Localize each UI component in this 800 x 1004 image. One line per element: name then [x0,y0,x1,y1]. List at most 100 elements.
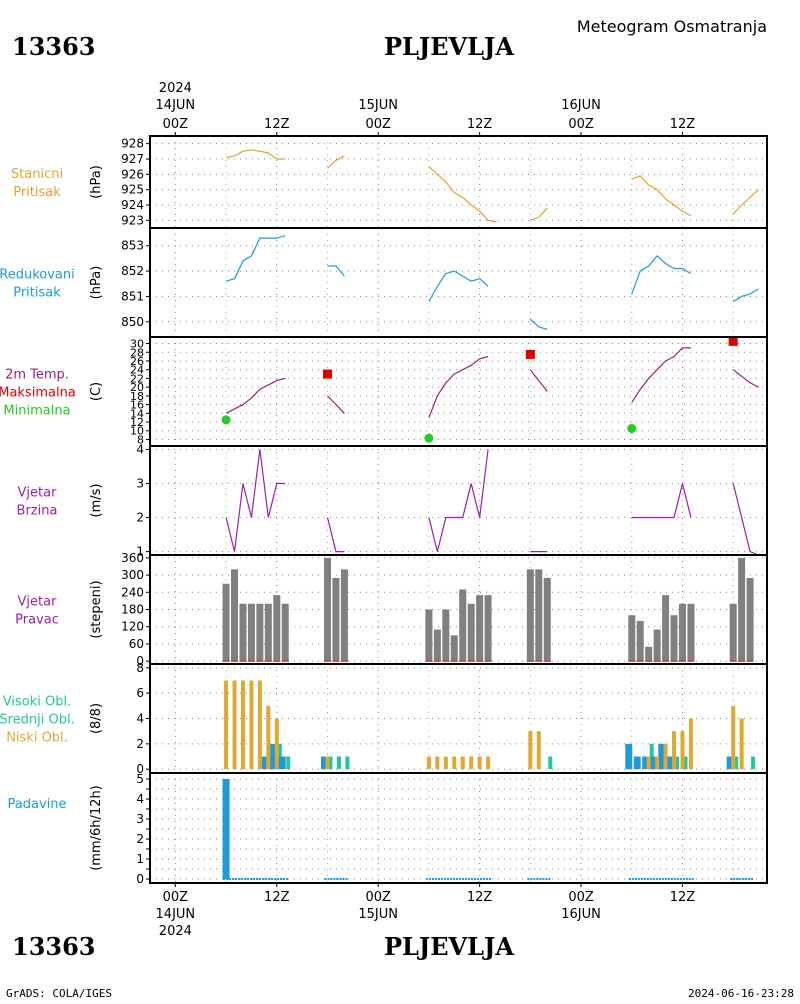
y-tick-label: 16 [130,399,144,412]
direction-bar [738,557,746,662]
direction-bar [653,629,661,662]
cloud-bar [325,756,330,770]
direction-bar [332,577,340,662]
direction-bar [239,603,247,662]
y-tick-label: 10 [130,425,144,438]
y-tick-label: 22 [130,372,144,385]
panel-title: Brzina [17,504,58,519]
cloud-bar [443,756,448,770]
direction-bar [281,603,289,662]
x-date-label-top: 14JUN [156,98,196,113]
y-tick-label: 30 [130,338,144,351]
x-tick-label-top: 12Z [467,117,493,132]
cloud-bar [672,731,677,770]
cloud-bar [477,756,482,770]
y-tick-label: 120 [121,620,144,634]
direction-bar [662,595,670,662]
unit-label: (C) [89,382,104,401]
station-name-bottom: PLJEVLJA [384,932,514,961]
y-tick-label: 924 [121,198,144,212]
x-date-label-bottom: 15JUN [358,907,398,922]
y-tick-label: 26 [130,355,144,368]
direction-bar [273,595,281,662]
direction-bar [484,595,492,662]
y-tick-label: 360 [121,551,144,565]
direction-bar [687,603,695,662]
direction-bar [678,603,686,662]
y-tick-label: 60 [129,637,144,651]
cloud-bar [249,680,254,770]
y-tick-label: 850 [121,315,144,329]
direction-bar [670,615,678,662]
cloud-bar [548,756,553,770]
direction-bar [222,583,230,662]
unit-label: (8/8) [89,703,104,734]
cloud-bar [731,705,736,770]
cloud-bar [734,756,739,770]
y-tick-label: 1 [136,852,144,866]
chart-type-label: Meteogram Osmatranja [577,17,767,36]
y-tick-label: 14 [130,407,144,420]
direction-bar [746,577,754,662]
panel-frame [149,336,768,447]
cloud-bar [240,680,245,770]
timestamp-text: 2024-06-16-23:28 [688,987,794,1000]
panel-title: Redukovani [0,268,75,283]
cloud-bar [663,743,668,770]
data-layer [221,149,759,880]
y-tick-label: 2 [136,737,144,751]
panel-frame [149,135,768,229]
panel-frame [149,772,768,884]
y-tick-label: 853 [121,239,144,253]
series-line [327,395,345,414]
unit-label: (mm/6h/12h) [89,785,104,871]
min-temp-marker [627,424,637,434]
series-line [732,288,759,303]
cloud-bar [257,680,262,770]
x-year-label-top: 2024 [159,81,192,96]
unit-label: (hPa) [89,266,104,300]
direction-bar [467,603,475,662]
cloud-bar [345,756,350,770]
cloud-bar [266,705,271,770]
station-id-bottom: 13363 [12,932,96,961]
x-tick-label-top: 00Z [163,117,189,132]
y-tick-label: 928 [121,137,144,151]
cloud-bar [435,756,440,770]
cloud-bar [224,680,229,770]
frame-layer [146,132,768,887]
cloud-bar [646,756,651,770]
cloud-bar [452,756,457,770]
x-date-label-bottom: 16JUN [561,907,601,922]
direction-bar [247,603,255,662]
x-tick-label-bottom: 00Z [163,890,189,905]
y-tick-label: 180 [121,603,144,617]
x-tick-label-top: 12Z [264,117,290,132]
series-line [631,483,692,519]
y-tick-label: 8 [137,433,144,446]
y-tick-label: 6 [136,686,144,700]
direction-bar [729,603,737,662]
cloud-bar [232,680,237,770]
y-tick-label: 3 [136,812,144,826]
cloud-bar [274,718,279,770]
panel-title: Niski Obl. [6,731,68,746]
series-line [529,318,548,330]
panel-title: Pritisak [13,286,61,301]
cloud-bar [680,731,685,770]
direction-bar [543,577,551,662]
series-line [428,449,489,552]
max-temp-marker [728,336,738,346]
station-id-top: 13363 [12,32,96,61]
station-name-top: PLJEVLJA [384,32,514,61]
direction-bar [340,569,348,662]
max-temp-marker [525,349,535,359]
grid-layer [150,136,767,883]
direction-bar [323,557,331,662]
series-line [225,235,286,282]
direction-bar [535,569,543,662]
y-tick-label: 300 [121,568,144,582]
series-line [631,347,691,403]
panel-title: Visoki Obl. [3,695,71,710]
